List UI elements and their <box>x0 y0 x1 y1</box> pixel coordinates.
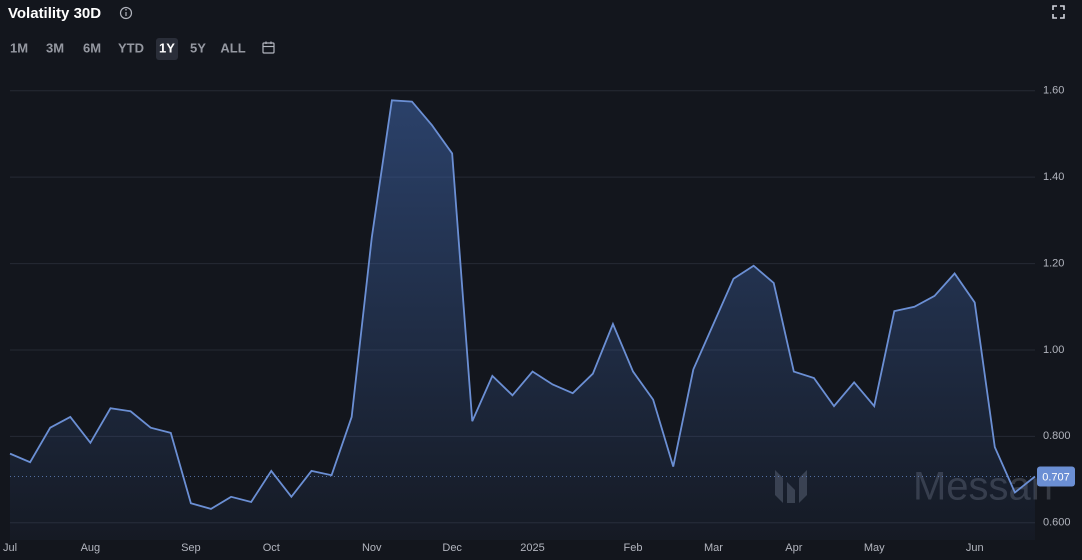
last-value-label: 0.707 <box>1042 471 1070 483</box>
y-tick-label: 0.600 <box>1043 517 1071 529</box>
range-button[interactable]: 5Y <box>190 40 206 55</box>
range-button[interactable]: 3M <box>46 40 64 55</box>
x-tick-label: Oct <box>263 542 280 554</box>
y-tick-label: 1.40 <box>1043 171 1064 183</box>
x-tick-label: Apr <box>785 542 802 554</box>
range-button[interactable]: YTD <box>118 40 144 55</box>
line <box>9 99 1036 510</box>
x-tick-label: 2025 <box>520 542 544 554</box>
range-button-bg <box>156 38 178 60</box>
x-tick-label: Jun <box>966 542 984 554</box>
x-tick-label: May <box>864 542 885 554</box>
calendar-icon[interactable] <box>262 41 275 54</box>
x-tick-label: Aug <box>81 542 101 554</box>
x-tick-label: Dec <box>442 542 462 554</box>
x-tick-label: Jul <box>3 542 17 554</box>
y-tick-label: 1.20 <box>1043 257 1064 269</box>
x-tick-label: Mar <box>704 542 723 554</box>
range-button[interactable]: 6M <box>83 40 101 55</box>
last-value-badge <box>1037 466 1075 487</box>
y-tick-label: 1.00 <box>1043 344 1064 356</box>
range-button[interactable]: 1Y <box>159 40 175 55</box>
y-tick-label: 1.60 <box>1043 85 1064 97</box>
info-icon[interactable] <box>119 6 133 20</box>
range-button[interactable]: ALL <box>220 40 245 55</box>
area-fill <box>10 100 1035 540</box>
x-tick-label: Sep <box>181 542 201 554</box>
x-tick-label: Feb <box>624 542 643 554</box>
range-button[interactable]: 1M <box>10 40 28 55</box>
expand-icon[interactable] <box>1052 5 1065 19</box>
title: Volatility 30D <box>8 5 101 22</box>
y-tick-label: 0.800 <box>1043 430 1071 442</box>
x-tick-label: Nov <box>362 542 382 554</box>
